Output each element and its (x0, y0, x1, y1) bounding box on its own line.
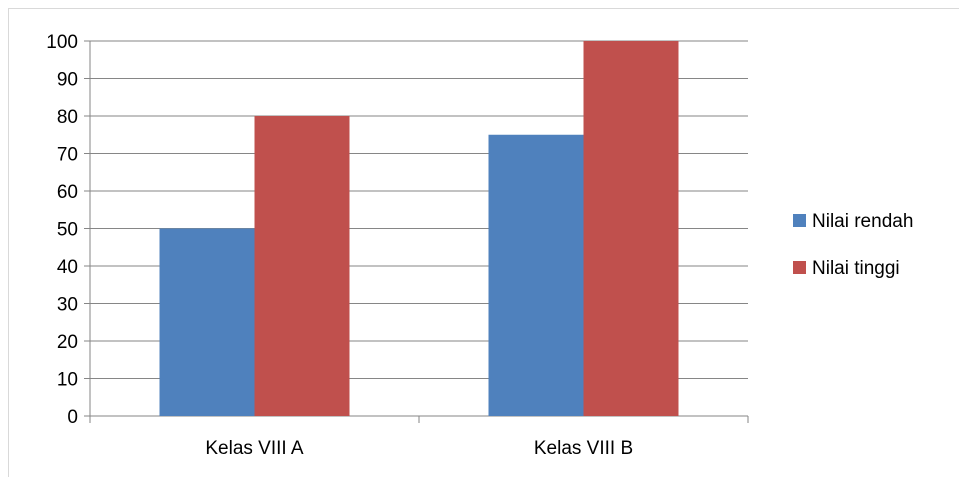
y-tick-label: 50 (57, 220, 78, 241)
y-tick-label: 100 (46, 32, 78, 53)
y-tick-label: 20 (57, 332, 78, 353)
bar-nilai-rendah-1 (488, 134, 584, 416)
legend-label: Nilai tinggi (812, 258, 900, 279)
legend-swatch (793, 261, 806, 274)
bar-nilai-tinggi-0 (254, 116, 350, 416)
y-tick-label: 80 (57, 107, 78, 128)
legend-swatch (793, 214, 806, 227)
y-tick-label: 70 (57, 145, 78, 166)
x-category-label: Kelas VIII B (534, 438, 633, 459)
y-tick-label: 30 (57, 295, 78, 316)
y-tick-label: 0 (67, 407, 78, 428)
x-category-label: Kelas VIII A (205, 438, 304, 459)
bar-nilai-rendah-0 (159, 228, 255, 416)
y-tick-label: 90 (57, 70, 78, 91)
legend-label: Nilai rendah (812, 211, 913, 232)
bar-nilai-tinggi-1 (583, 41, 679, 416)
y-tick-label: 40 (57, 257, 78, 278)
chart-frame (8, 8, 959, 477)
y-tick-label: 10 (57, 370, 78, 391)
y-tick-label: 60 (57, 182, 78, 203)
